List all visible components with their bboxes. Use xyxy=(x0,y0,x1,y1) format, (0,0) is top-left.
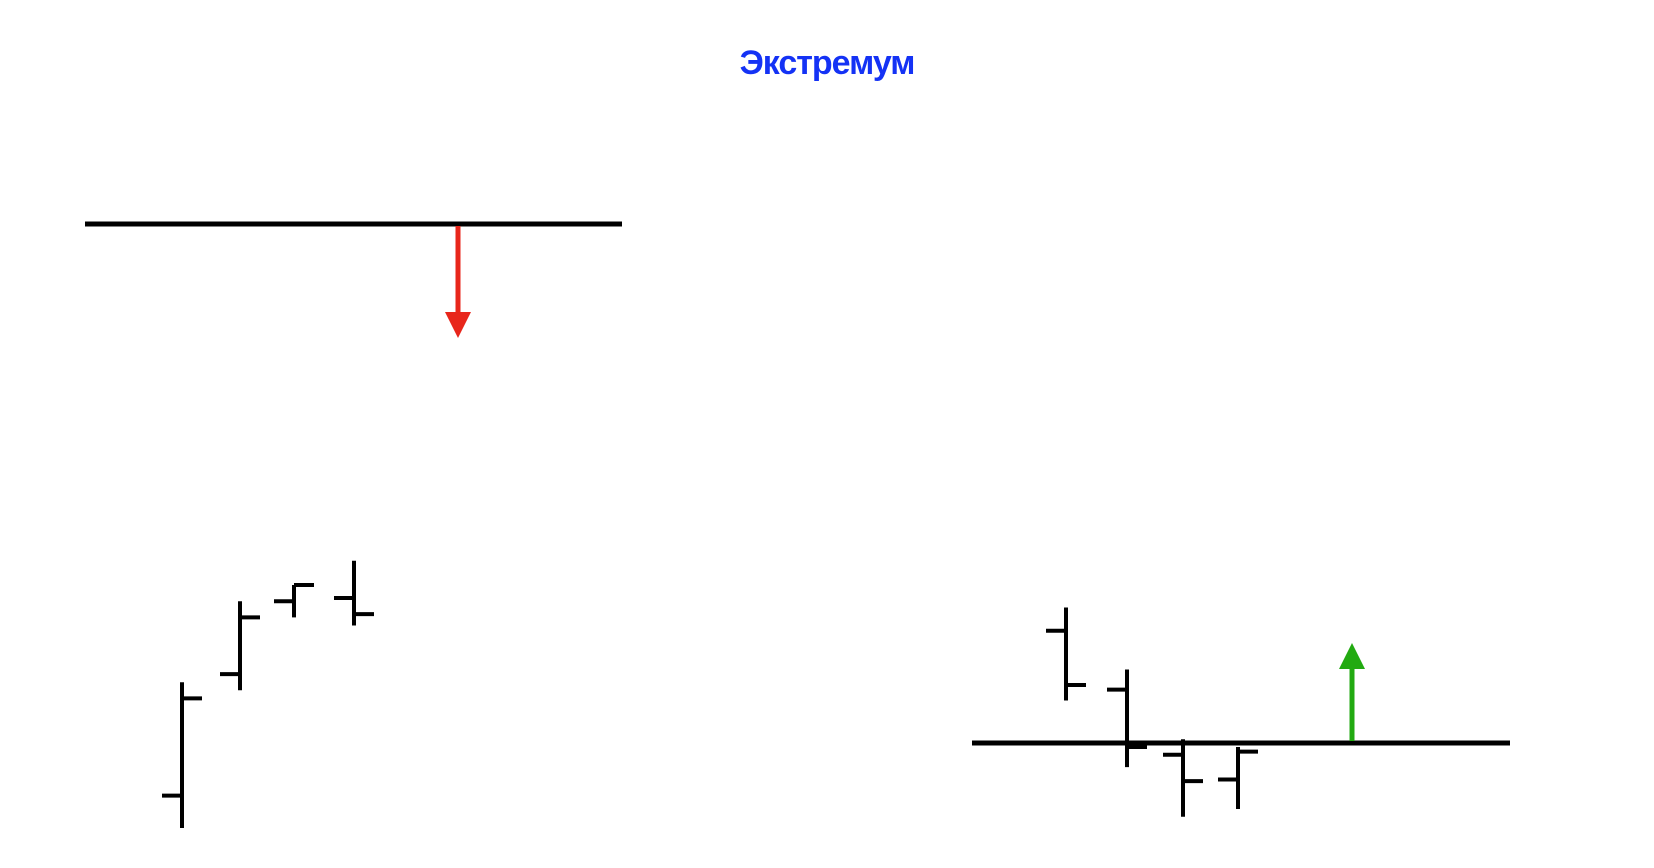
ohlc-bar xyxy=(334,560,374,626)
ohlc-bar xyxy=(1163,739,1203,817)
arrow-head xyxy=(1339,643,1365,669)
arrow-down-icon xyxy=(445,226,471,338)
arrow-up-icon xyxy=(1339,643,1365,741)
ohlc-bar xyxy=(162,682,202,828)
arrow-head xyxy=(445,312,471,338)
ohlc-bar xyxy=(220,601,260,691)
ohlc-bar xyxy=(1107,669,1147,768)
ohlc-bar xyxy=(1218,747,1258,809)
ohlc-bar xyxy=(274,583,314,618)
resistance-panel xyxy=(85,221,622,828)
ohlc-bar xyxy=(1046,607,1086,701)
support-panel xyxy=(972,607,1510,817)
page-title: Экстремум xyxy=(739,44,916,82)
